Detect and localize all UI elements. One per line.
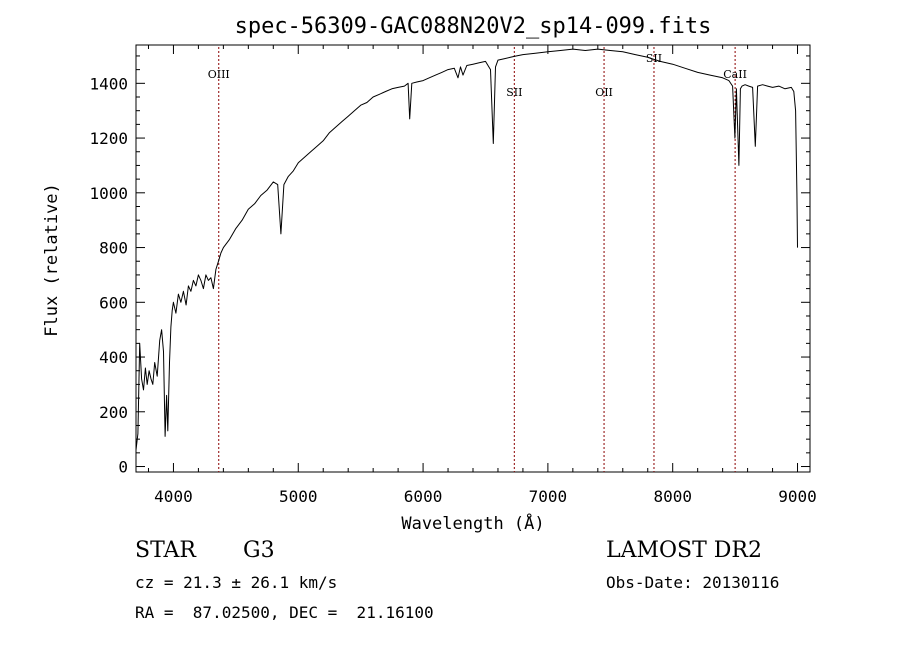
x-tick-label-0: 4000 xyxy=(154,487,193,506)
observation-date: Obs-Date: 20130116 xyxy=(606,573,780,592)
line-marker-label-3: SII xyxy=(646,52,662,65)
line-marker-label-1: SII xyxy=(506,86,522,99)
coordinates: RA = 87.02500, DEC = 21.16100 xyxy=(135,603,434,622)
x-tick-label-1: 5000 xyxy=(279,487,318,506)
spectrum-series xyxy=(135,48,798,451)
y-tick-label-3: 600 xyxy=(99,293,128,312)
y-axis-label: Flux (relative) xyxy=(42,183,62,337)
y-tick-label-1: 200 xyxy=(99,403,128,422)
y-tick-label-5: 1000 xyxy=(89,184,128,203)
spectrum-chart: spec-56309-GAC088N20V2_sp14-099.fits OII… xyxy=(42,14,817,534)
x-tick-label-2: 6000 xyxy=(404,487,443,506)
line-marker-label-4: CaII xyxy=(723,68,747,81)
x-axis-label: Wavelength (Å) xyxy=(401,512,544,534)
line-marker-label-2: OII xyxy=(595,86,613,99)
survey-name: LAMOST DR2 xyxy=(606,538,762,563)
x-tick-label-4: 8000 xyxy=(653,487,692,506)
object-class: STAR xyxy=(135,538,196,563)
series-line-spectrum xyxy=(135,48,798,451)
redshift-velocity: cz = 21.3 ± 26.1 km/s xyxy=(135,573,338,592)
x-tick-label-3: 7000 xyxy=(529,487,568,506)
y-tick-label-0: 0 xyxy=(118,458,128,477)
y-tick-label-4: 800 xyxy=(99,239,128,258)
subclass: G3 xyxy=(243,538,275,563)
x-tick-label-5: 9000 xyxy=(778,487,817,506)
line-markers: OIII SII OII SII CaII xyxy=(208,47,747,472)
y-tick-label-7: 1400 xyxy=(89,74,128,93)
plot-frame xyxy=(135,44,811,473)
axis-ticks: 4000 5000 6000 7000 8000 9000 0 200 400 600 800 100… xyxy=(89,45,817,506)
chart-title: spec-56309-GAC088N20V2_sp14-099.fits xyxy=(235,14,712,39)
y-tick-label-2: 400 xyxy=(99,348,128,367)
y-tick-label-6: 1200 xyxy=(89,129,128,148)
line-marker-label-0: OIII xyxy=(208,68,230,81)
